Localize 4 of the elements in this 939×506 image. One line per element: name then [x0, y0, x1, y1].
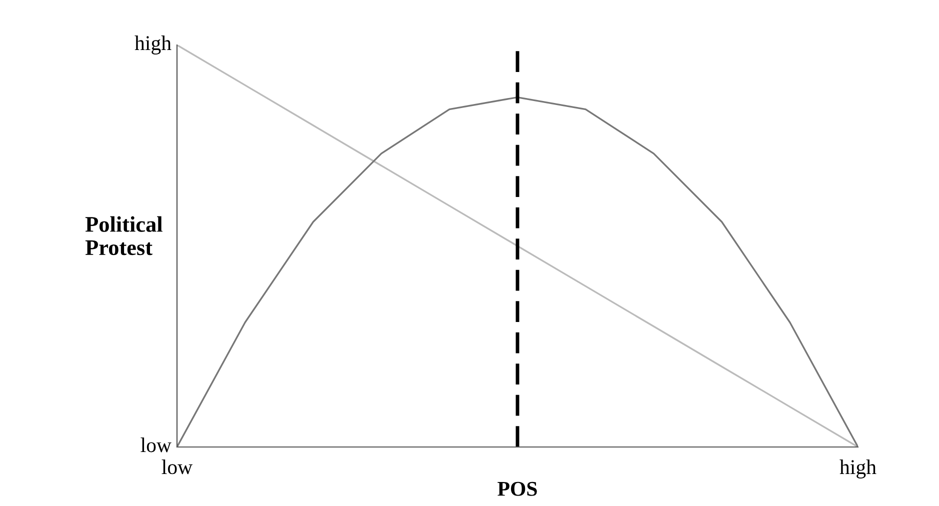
text: high: [134, 36, 172, 54]
x-axis-title: POS: [498, 482, 537, 496]
y-axis-title: Political Protest: [85, 216, 162, 256]
text: low: [140, 438, 172, 452]
